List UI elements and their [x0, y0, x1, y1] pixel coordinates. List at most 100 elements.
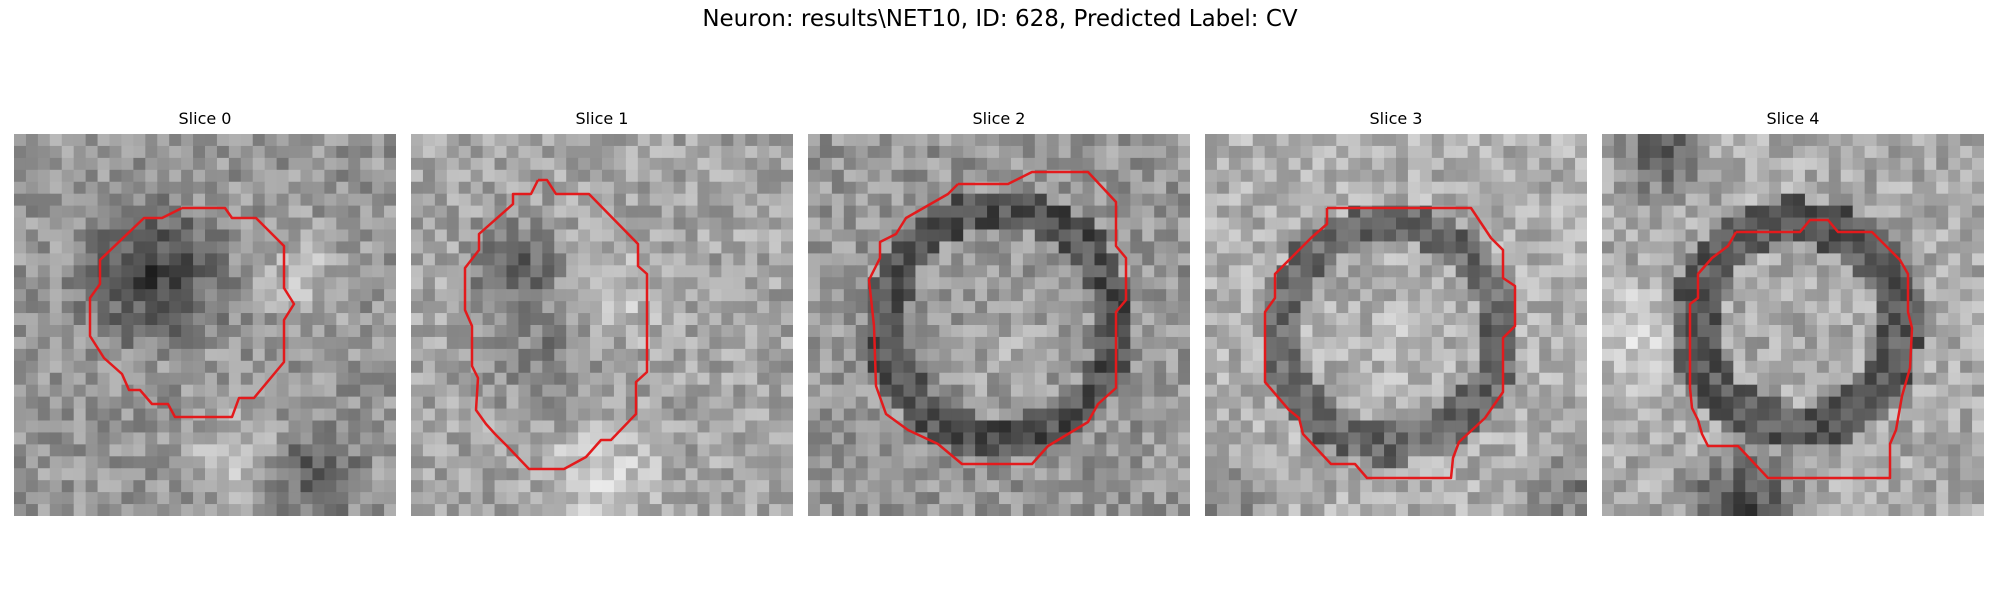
pixel: [1106, 444, 1119, 457]
pixel: [673, 504, 687, 516]
pixel: [1372, 253, 1385, 266]
pixel: [1527, 265, 1540, 278]
pixel: [1034, 444, 1048, 457]
pixel: [1142, 193, 1155, 207]
pixel: [697, 289, 710, 302]
pixel: [205, 301, 218, 314]
pixel: [1876, 289, 1889, 302]
pixel: [733, 504, 746, 516]
pixel: [482, 313, 496, 326]
pixel: [482, 241, 496, 254]
pixel: [109, 205, 122, 219]
pixel: [1252, 384, 1266, 398]
pixel: [1637, 181, 1651, 195]
pixel: [685, 444, 698, 457]
pixel: [1094, 456, 1107, 469]
pixel: [733, 253, 746, 266]
pixel: [240, 480, 254, 493]
pixel: [324, 193, 337, 207]
pixel: [1649, 217, 1663, 230]
pixel: [1300, 336, 1313, 350]
pixel: [73, 301, 87, 314]
pixel: [1094, 480, 1107, 493]
pixel: [1154, 444, 1167, 457]
pixel: [1900, 181, 1913, 195]
pixel: [1455, 157, 1469, 171]
pixel: [1673, 301, 1687, 314]
pixel: [145, 348, 158, 362]
pixel: [855, 253, 869, 266]
pixel: [73, 169, 87, 183]
pixel: [975, 169, 988, 183]
pixel: [867, 420, 881, 433]
pixel: [1563, 134, 1576, 147]
pixel: [1443, 492, 1457, 505]
pixel: [1264, 480, 1278, 493]
pixel: [819, 492, 833, 505]
segmentation-contour: [867, 170, 1128, 466]
pixel: [855, 205, 869, 219]
pixel: [324, 229, 337, 242]
pixel: [1022, 360, 1036, 374]
pixel: [1264, 193, 1278, 207]
pixel: [745, 169, 758, 183]
pixel: [939, 420, 952, 433]
pixel: [446, 468, 460, 481]
pixel: [1936, 325, 1949, 338]
pixel: [1130, 145, 1143, 159]
pixel: [891, 492, 904, 505]
pixel: [1602, 348, 1615, 362]
pixel: [422, 277, 436, 290]
pixel: [205, 313, 218, 326]
pixel: [276, 193, 290, 207]
pixel: [1721, 360, 1734, 374]
pixel: [1625, 313, 1639, 326]
pixel: [963, 134, 976, 147]
pixel: [37, 301, 51, 314]
pixel: [685, 372, 698, 386]
pixel: [264, 265, 278, 278]
pixel: [1324, 360, 1337, 374]
pixel: [963, 313, 976, 326]
pixel: [506, 372, 519, 386]
pixel: [1396, 408, 1409, 421]
pixel: [1240, 492, 1254, 505]
pixel: [975, 384, 988, 398]
pixel: [1828, 289, 1842, 302]
pixel: [446, 157, 460, 171]
pixel: [446, 241, 460, 254]
pixel: [1166, 420, 1179, 433]
pixel: [157, 384, 170, 398]
pixel: [721, 169, 734, 183]
pixel: [1840, 372, 1854, 386]
pixel: [1864, 432, 1878, 445]
pixel: [1948, 181, 1961, 195]
pixel: [324, 396, 337, 410]
pixel: [530, 289, 543, 302]
pixel: [458, 384, 472, 398]
pixel: [1312, 253, 1325, 266]
pixel: [1082, 360, 1095, 374]
pixel: [685, 456, 698, 469]
pixel: [1118, 456, 1131, 469]
pixel: [157, 289, 170, 302]
pixel: [240, 193, 254, 207]
pixel: [1960, 277, 1973, 290]
pixel: [1455, 301, 1469, 314]
pixel: [1745, 348, 1758, 362]
pixel: [482, 145, 496, 159]
pixel: [1336, 193, 1349, 207]
pixel: [1972, 396, 1984, 410]
pixel: [1216, 229, 1230, 242]
pixel: [1252, 265, 1266, 278]
pixel: [360, 313, 373, 326]
pixel: [590, 396, 603, 410]
pixel: [14, 325, 27, 338]
pixel: [1563, 229, 1576, 242]
pixel: [336, 408, 349, 421]
pixel: [1324, 145, 1337, 159]
pixel: [37, 432, 51, 445]
pixel: [276, 145, 290, 159]
pixel: [1876, 193, 1889, 207]
pixel: [1972, 253, 1984, 266]
